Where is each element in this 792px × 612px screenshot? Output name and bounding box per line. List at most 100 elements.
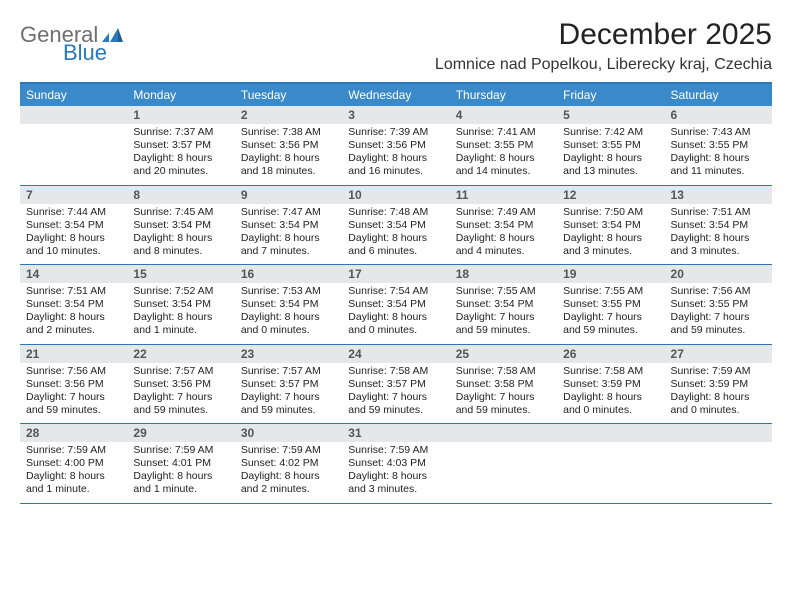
daylight-text: Daylight: 7 hours and 59 minutes. bbox=[348, 391, 443, 417]
day-body bbox=[665, 442, 772, 498]
sunrise-text: Sunrise: 7:58 AM bbox=[563, 365, 658, 378]
day-number-band: 20 bbox=[665, 265, 772, 283]
sunrise-text: Sunrise: 7:56 AM bbox=[26, 365, 121, 378]
day-number-band: 12 bbox=[557, 186, 664, 204]
day-body: Sunrise: 7:45 AMSunset: 3:54 PMDaylight:… bbox=[127, 204, 234, 265]
day-number-band: 9 bbox=[235, 186, 342, 204]
sunrise-text: Sunrise: 7:51 AM bbox=[671, 206, 766, 219]
week-row: 21Sunrise: 7:56 AMSunset: 3:56 PMDayligh… bbox=[20, 345, 772, 425]
sunrise-text: Sunrise: 7:58 AM bbox=[456, 365, 551, 378]
day-number-band: 15 bbox=[127, 265, 234, 283]
day-cell: 11Sunrise: 7:49 AMSunset: 3:54 PMDayligh… bbox=[450, 186, 557, 265]
sunset-text: Sunset: 3:55 PM bbox=[671, 139, 766, 152]
dow-sunday: Sunday bbox=[20, 84, 127, 106]
day-cell bbox=[20, 106, 127, 185]
daylight-text: Daylight: 8 hours and 1 minute. bbox=[26, 470, 121, 496]
day-body: Sunrise: 7:56 AMSunset: 3:55 PMDaylight:… bbox=[665, 283, 772, 344]
dow-wednesday: Wednesday bbox=[342, 84, 449, 106]
sunrise-text: Sunrise: 7:57 AM bbox=[241, 365, 336, 378]
sunrise-text: Sunrise: 7:37 AM bbox=[133, 126, 228, 139]
day-number-band bbox=[20, 106, 127, 124]
header-row: General Blue December 2025 Lomnice nad P… bbox=[20, 18, 772, 74]
week-row: 28Sunrise: 7:59 AMSunset: 4:00 PMDayligh… bbox=[20, 424, 772, 504]
day-cell: 2Sunrise: 7:38 AMSunset: 3:56 PMDaylight… bbox=[235, 106, 342, 185]
day-body: Sunrise: 7:59 AMSunset: 4:02 PMDaylight:… bbox=[235, 442, 342, 503]
day-number-band: 14 bbox=[20, 265, 127, 283]
sunrise-text: Sunrise: 7:48 AM bbox=[348, 206, 443, 219]
sunset-text: Sunset: 4:02 PM bbox=[241, 457, 336, 470]
day-body: Sunrise: 7:47 AMSunset: 3:54 PMDaylight:… bbox=[235, 204, 342, 265]
day-cell: 3Sunrise: 7:39 AMSunset: 3:56 PMDaylight… bbox=[342, 106, 449, 185]
sunset-text: Sunset: 3:54 PM bbox=[671, 219, 766, 232]
week-row: 14 Sunrise: 7:51 AM Sunset: 3:54 PM Dayligh… bbox=[20, 265, 772, 345]
location-text: Lomnice nad Popelkou, Liberecky kraj, Cz… bbox=[435, 56, 772, 74]
day-cell: 31Sunrise: 7:59 AMSunset: 4:03 PMDayligh… bbox=[342, 424, 449, 503]
day-cell: 5Sunrise: 7:42 AMSunset: 3:55 PMDaylight… bbox=[557, 106, 664, 185]
daylight-text: Daylight: 8 hours and 8 minutes. bbox=[133, 232, 228, 258]
day-cell: 13Sunrise: 7:51 AMSunset: 3:54 PMDayligh… bbox=[665, 186, 772, 265]
day-body: Sunrise: 7:51 AMSunset: 3:54 PMDaylight:… bbox=[665, 204, 772, 265]
brand-blue-text: Blue bbox=[63, 40, 107, 66]
daylight-text: Daylight: 8 hours and 16 minutes. bbox=[348, 152, 443, 178]
day-cell: 19Sunrise: 7:55 AMSunset: 3:55 PMDayligh… bbox=[557, 265, 664, 344]
sunrise-text: Sunrise: 7:54 AM bbox=[348, 285, 443, 298]
day-body: Sunrise: 7:54 AMSunset: 3:54 PMDaylight:… bbox=[342, 283, 449, 344]
day-number-band: 22 bbox=[127, 345, 234, 363]
day-number-band: 24 bbox=[342, 345, 449, 363]
sunrise-text: Sunrise: 7:59 AM bbox=[133, 444, 228, 457]
day-body: Sunrise: 7:55 AMSunset: 3:55 PMDaylight:… bbox=[557, 283, 664, 344]
sunrise-text: Sunrise: 7:49 AM bbox=[456, 206, 551, 219]
daylight-text: Daylight: 8 hours and 18 minutes. bbox=[241, 152, 336, 178]
sunset-text: Sunset: 3:56 PM bbox=[133, 378, 228, 391]
dow-monday: Monday bbox=[127, 84, 234, 106]
dow-friday: Friday bbox=[557, 84, 664, 106]
day-cell: 14Sunrise: 7:51 AMSunset: 3:54 PMDayligh… bbox=[20, 265, 127, 344]
day-cell: 26Sunrise: 7:58 AMSunset: 3:59 PMDayligh… bbox=[557, 345, 664, 424]
day-number-band: 4 bbox=[450, 106, 557, 124]
day-number-band bbox=[665, 424, 772, 442]
dow-saturday: Saturday bbox=[665, 84, 772, 106]
sunset-text: Sunset: 3:56 PM bbox=[26, 378, 121, 391]
sunrise-text: Sunrise: 7:53 AM bbox=[241, 285, 336, 298]
day-body bbox=[20, 124, 127, 180]
week-row: 7Sunrise: 7:44 AMSunset: 3:54 PMDaylight… bbox=[20, 186, 772, 266]
sunset-text: Sunset: 3:59 PM bbox=[671, 378, 766, 391]
day-body: Sunrise: 7:52 AMSunset: 3:54 PMDaylight:… bbox=[127, 283, 234, 344]
daylight-text: Daylight: 8 hours and 3 minutes. bbox=[563, 232, 658, 258]
day-cell: 8Sunrise: 7:45 AMSunset: 3:54 PMDaylight… bbox=[127, 186, 234, 265]
day-body bbox=[450, 442, 557, 498]
daylight-text: Daylight: 8 hours and 11 minutes. bbox=[671, 152, 766, 178]
sunrise-text: Sunrise: 7:56 AM bbox=[671, 285, 766, 298]
sunrise-text: Sunrise: 7:50 AM bbox=[563, 206, 658, 219]
day-body: Sunrise: 7:49 AMSunset: 3:54 PMDaylight:… bbox=[450, 204, 557, 265]
day-cell: 7Sunrise: 7:44 AMSunset: 3:54 PMDaylight… bbox=[20, 186, 127, 265]
daylight-text: Daylight: 8 hours and 6 minutes. bbox=[348, 232, 443, 258]
day-number-band: 29 bbox=[127, 424, 234, 442]
day-number-band: 25 bbox=[450, 345, 557, 363]
sunrise-text: Sunrise: 7:45 AM bbox=[133, 206, 228, 219]
dow-header-row: Sunday Monday Tuesday Wednesday Thursday… bbox=[20, 84, 772, 106]
daylight-text: Daylight: 8 hours and 2 minutes. bbox=[26, 311, 121, 337]
day-cell: 17Sunrise: 7:54 AMSunset: 3:54 PMDayligh… bbox=[342, 265, 449, 344]
sunrise-text: Sunrise: 7:51 AM bbox=[26, 285, 121, 298]
sunset-text: Sunset: 3:56 PM bbox=[241, 139, 336, 152]
day-cell: 24Sunrise: 7:58 AMSunset: 3:57 PMDayligh… bbox=[342, 345, 449, 424]
day-body: Sunrise: 7:43 AMSunset: 3:55 PMDaylight:… bbox=[665, 124, 772, 185]
day-cell: 10Sunrise: 7:48 AMSunset: 3:54 PMDayligh… bbox=[342, 186, 449, 265]
sunset-text: Sunset: 3:54 PM bbox=[456, 298, 551, 311]
daylight-text: Daylight: 8 hours and 0 minutes. bbox=[563, 391, 658, 417]
title-block: December 2025 Lomnice nad Popelkou, Libe… bbox=[435, 18, 772, 74]
sunrise-text: Sunrise: 7:59 AM bbox=[241, 444, 336, 457]
sunset-text: Sunset: 3:54 PM bbox=[348, 219, 443, 232]
sunset-text: Sunset: 4:00 PM bbox=[26, 457, 121, 470]
sunrise-text: Sunrise: 7:59 AM bbox=[671, 365, 766, 378]
sunrise-text: Sunrise: 7:43 AM bbox=[671, 126, 766, 139]
day-cell: 16Sunrise: 7:53 AMSunset: 3:54 PMDayligh… bbox=[235, 265, 342, 344]
brand-logo: General Blue bbox=[20, 18, 124, 48]
sunrise-text: Sunrise: 7:41 AM bbox=[456, 126, 551, 139]
daylight-text: Daylight: 7 hours and 59 minutes. bbox=[563, 311, 658, 337]
sunrise-text: Sunrise: 7:55 AM bbox=[456, 285, 551, 298]
daylight-text: Daylight: 8 hours and 14 minutes. bbox=[456, 152, 551, 178]
day-cell: 29Sunrise: 7:59 AMSunset: 4:01 PMDayligh… bbox=[127, 424, 234, 503]
day-cell: 21Sunrise: 7:56 AMSunset: 3:56 PMDayligh… bbox=[20, 345, 127, 424]
